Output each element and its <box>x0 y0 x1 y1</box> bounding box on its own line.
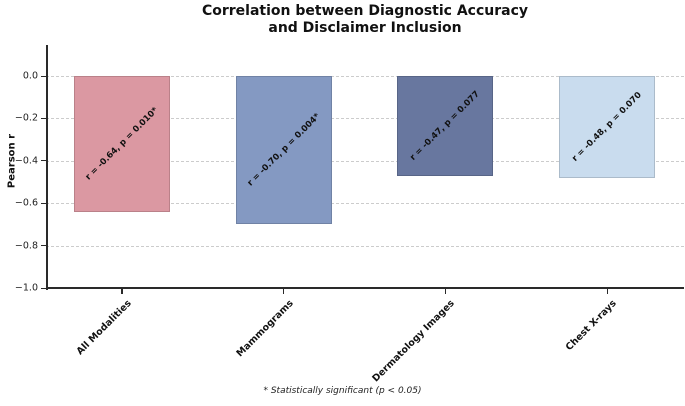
gridline <box>46 203 684 205</box>
x-tick-label-dermatology-images: Dermatology Images <box>370 298 458 385</box>
y-axis-title: Pearson r <box>6 133 18 188</box>
y-tick-label: −0.2 <box>14 112 38 124</box>
y-tick-mark <box>41 160 46 162</box>
y-tick-mark <box>41 202 46 204</box>
y-tick-label: −0.6 <box>14 197 38 209</box>
gridline <box>46 76 684 77</box>
x-tick-label-all-modalities: All Modalities <box>74 298 134 358</box>
y-tick-mark <box>41 117 46 120</box>
bar-chest-x-rays <box>559 76 656 178</box>
chart-title: Correlation between Diagnostic Accuracy … <box>46 3 684 36</box>
x-tick-label-mammograms: Mammograms <box>234 298 296 360</box>
y-tick-mark <box>41 245 46 247</box>
chart-title-line2: and Disclaimer Inclusion <box>268 19 462 36</box>
x-axis-spine <box>46 287 684 289</box>
y-tick-mark <box>41 75 46 77</box>
gridline <box>46 245 684 247</box>
footnote: * Statistically significant (p < 0.05) <box>263 386 422 396</box>
y-axis-spine <box>46 45 48 290</box>
x-tick-mark <box>283 289 285 294</box>
y-tick-label: −1.0 <box>14 282 38 294</box>
chart-title-line1: Correlation between Diagnostic Accuracy <box>201 3 528 19</box>
x-tick-mark <box>444 289 447 294</box>
gridline <box>46 118 684 120</box>
y-tick-label: 0.0 <box>22 70 38 82</box>
y-tick-mark <box>41 287 46 289</box>
x-tick-mark <box>606 289 608 294</box>
gridline <box>46 160 684 162</box>
bar-dermatology-images <box>397 76 494 176</box>
bar-mammograms <box>235 76 332 225</box>
x-tick-label-chest-x-rays: Chest X-rays <box>563 298 619 354</box>
x-tick-mark <box>121 289 123 294</box>
y-tick-label: −0.8 <box>14 240 38 252</box>
bar-all-modalities <box>73 76 170 212</box>
y-tick-label: −0.4 <box>14 155 38 167</box>
